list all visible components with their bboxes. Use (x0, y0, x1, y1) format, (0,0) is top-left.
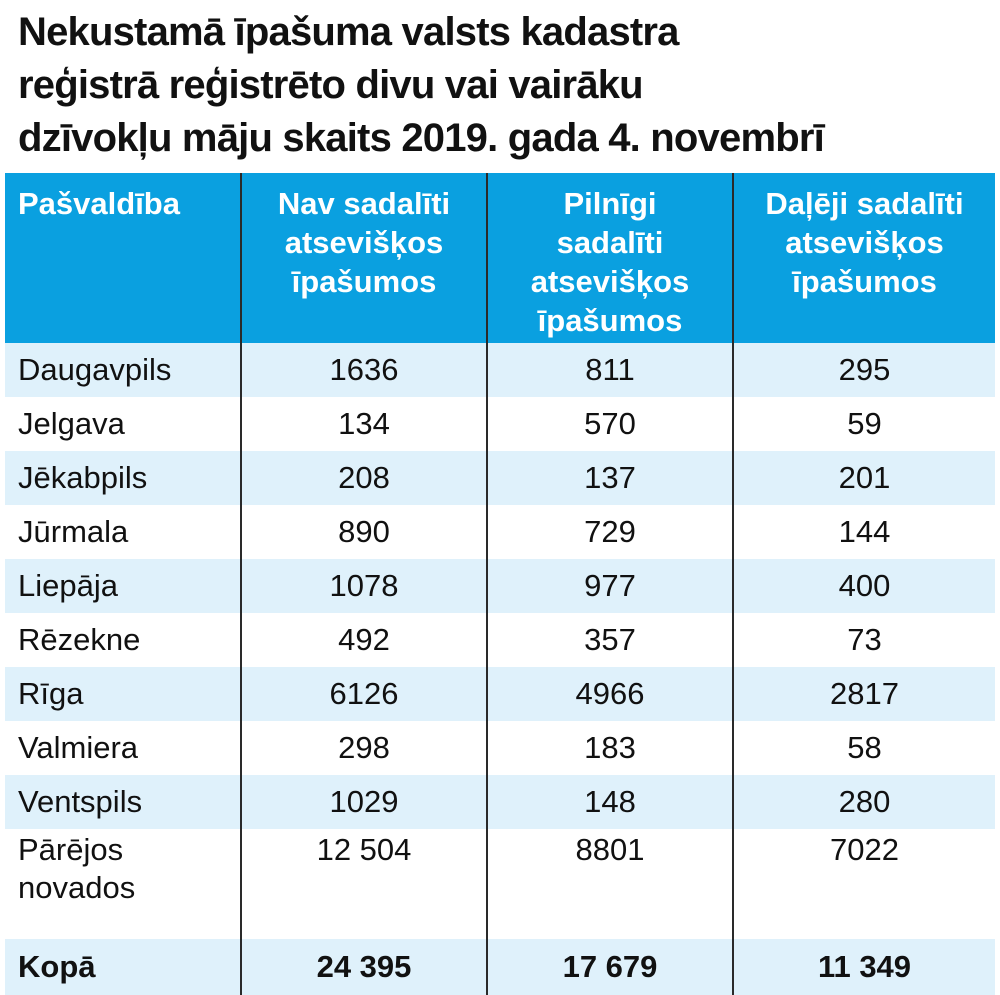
value-cell: 298 (240, 721, 487, 775)
value-cell: 570 (486, 397, 733, 451)
column-header-label: īpašumos (792, 264, 937, 299)
value-cell: 811 (486, 343, 733, 397)
value-cell: 58 (732, 721, 995, 775)
municipality-label: Jūrmala (18, 514, 129, 549)
chart-title: Nekustamā īpašuma valsts kadastra reģist… (18, 6, 993, 165)
municipality-label: novados (18, 870, 136, 905)
value-cell: 144 (732, 505, 995, 559)
total-value-cell: 11 349 (732, 939, 995, 995)
total-row: Kopā 24 395 17 679 11 349 (5, 939, 995, 995)
table-header: Pašvaldība Nav sadalīti atsevišķos īpašumos… (5, 173, 995, 343)
total-value-cell: 17 679 (486, 939, 733, 995)
value-cell: 137 (486, 451, 733, 505)
municipality-cell: Daugavpils (5, 343, 241, 397)
table-row: Daugavpils 1636 811 295 (5, 343, 995, 397)
table-row: Jelgava 134 570 59 (5, 397, 995, 451)
value-cell: 492 (240, 613, 487, 667)
column-header-label: Pilnīgi (563, 186, 657, 221)
value-cell: 729 (486, 505, 733, 559)
municipality-label: Liepāja (18, 568, 118, 603)
column-header-label: Daļēji sadalīti (765, 186, 964, 221)
value-cell: 2817 (732, 667, 995, 721)
data-table: Pašvaldība Nav sadalīti atsevišķos īpašumos… (5, 173, 995, 995)
table-row: Pārējos novados 12 504 8801 7022 (5, 829, 995, 939)
value-cell: 295 (732, 343, 995, 397)
value-cell: 12 504 (240, 829, 487, 939)
table-row: Valmiera 298 183 58 (5, 721, 995, 775)
column-header-2: Pilnīgi sadalīti atsevišķos īpašumos (486, 173, 733, 343)
column-header-label: atsevišķos (530, 264, 690, 299)
municipality-label: Pārējos (18, 832, 124, 867)
column-header-label: Pašvaldība (18, 186, 180, 221)
municipality-cell: Jelgava (5, 397, 241, 451)
column-header-3: Daļēji sadalīti atsevišķos īpašumos (732, 173, 995, 343)
chart-title-line-1: Nekustamā īpašuma valsts kadastra (18, 10, 679, 54)
table-row: Jēkabpils 208 137 201 (5, 451, 995, 505)
column-header-label: atsevišķos (785, 225, 944, 260)
value-cell: 1029 (240, 775, 487, 829)
municipality-cell: Pārējos novados (5, 829, 241, 939)
value-cell: 280 (732, 775, 995, 829)
municipality-label: Daugavpils (18, 352, 172, 387)
municipality-cell: Valmiera (5, 721, 241, 775)
table-row: Ventspils 1029 148 280 (5, 775, 995, 829)
value-cell: 73 (732, 613, 995, 667)
value-cell: 134 (240, 397, 487, 451)
column-header-label: atsevišķos (284, 225, 444, 260)
value-cell: 890 (240, 505, 487, 559)
municipality-label: Jelgava (18, 406, 125, 441)
municipality-cell: Ventspils (5, 775, 241, 829)
table-row: Rīga 6126 4966 2817 (5, 667, 995, 721)
header-row: Pašvaldība Nav sadalīti atsevišķos īpašumos… (5, 173, 995, 343)
total-value-cell: 24 395 (240, 939, 487, 995)
value-cell: 183 (486, 721, 733, 775)
value-cell: 59 (732, 397, 995, 451)
chart-title-line-3: dzīvokļu māju skaits 2019. gada 4. novem… (18, 116, 825, 160)
column-header-1: Nav sadalīti atsevišķos īpašumos (240, 173, 487, 343)
table-row: Liepāja 1078 977 400 (5, 559, 995, 613)
municipality-label: Valmiera (18, 730, 139, 765)
column-header-0: Pašvaldība (5, 173, 241, 343)
municipality-label: Rīga (18, 676, 84, 711)
municipality-cell: Rīga (5, 667, 241, 721)
value-cell: 6126 (240, 667, 487, 721)
value-cell: 201 (732, 451, 995, 505)
value-cell: 208 (240, 451, 487, 505)
value-cell: 4966 (486, 667, 733, 721)
table-row: Jūrmala 890 729 144 (5, 505, 995, 559)
municipality-label: Rēzekne (18, 622, 141, 657)
table-row: Rēzekne 492 357 73 (5, 613, 995, 667)
value-cell: 1636 (240, 343, 487, 397)
value-cell: 148 (486, 775, 733, 829)
chart-title-line-2: reģistrā reģistrēto divu vai vairāku (18, 63, 644, 107)
municipality-cell: Jūrmala (5, 505, 241, 559)
municipality-label: Ventspils (18, 784, 143, 819)
value-cell: 977 (486, 559, 733, 613)
column-header-label: sadalīti (556, 225, 664, 260)
value-cell: 7022 (732, 829, 995, 939)
municipality-label: Jēkabpils (18, 460, 148, 495)
table-body: Daugavpils 1636 811 295 Jelgava 134 570 59 Jēkab… (5, 343, 995, 995)
column-header-label: Nav sadalīti (277, 186, 451, 221)
value-cell: 1078 (240, 559, 487, 613)
municipality-cell: Rēzekne (5, 613, 241, 667)
column-header-label: īpašumos (537, 303, 683, 338)
value-cell: 400 (732, 559, 995, 613)
value-cell: 8801 (486, 829, 733, 939)
column-header-label: īpašumos (291, 264, 437, 299)
municipality-cell: Jēkabpils (5, 451, 241, 505)
value-cell: 357 (486, 613, 733, 667)
municipality-cell: Liepāja (5, 559, 241, 613)
total-label: Kopā (5, 939, 241, 995)
